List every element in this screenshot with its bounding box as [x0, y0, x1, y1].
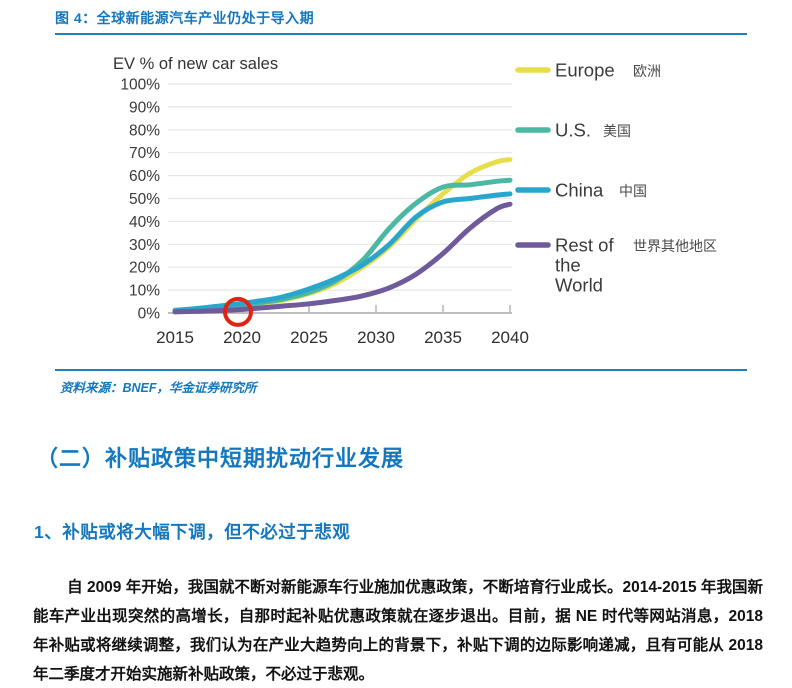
figure-chart: EV % of new car sales 0% 10% 20% 30% 40% 50% 60…	[80, 47, 780, 352]
gridlines	[168, 83, 512, 314]
series-line-china	[172, 191, 513, 314]
x-tick-label: 2040	[491, 328, 529, 347]
chart-title: EV % of new car sales	[113, 55, 278, 73]
y-tick-label: 70%	[129, 145, 160, 162]
series-line-rest-of-the-world	[172, 201, 513, 315]
legend-entry-europe: Europe 欧洲	[515, 60, 661, 81]
series-lines	[172, 157, 513, 315]
legend-label: Europe	[555, 60, 615, 81]
y-tick-label: 60%	[129, 168, 160, 185]
legend-entry-china: China 中国	[515, 180, 647, 201]
legend-label: U.S.	[555, 120, 591, 141]
x-tick-label: 2035	[424, 328, 462, 347]
highlight-circle-annotation	[222, 296, 253, 327]
y-tick-label: 50%	[129, 191, 160, 208]
body-paragraph: 自 2009 年开始，我国就不断对新能源车行业施加优惠政策，不断培育行业成长。2…	[33, 579, 763, 683]
y-tick-label: 0%	[138, 306, 161, 323]
caption-rule	[55, 33, 747, 35]
legend-entry-u-s: U.S. 美国	[515, 120, 631, 141]
y-tick-label: 30%	[129, 237, 160, 254]
legend-label: the	[555, 255, 581, 276]
x-tick-label: 2025	[290, 328, 328, 347]
y-tick-label: 40%	[129, 214, 160, 231]
sub-heading: 1、补贴或将大幅下调，但不必过于悲观	[34, 522, 351, 542]
figure-bottom-rule	[55, 369, 747, 371]
legend-label: Rest of	[555, 235, 614, 256]
y-tick-label: 10%	[129, 283, 160, 300]
y-axis-labels: 0% 10% 20% 30% 40% 50% 60% 70% 80% 90% 100%	[120, 77, 160, 323]
y-tick-label: 90%	[129, 99, 160, 116]
legend-label: World	[555, 275, 603, 296]
legend-label-zh: 世界其他地区	[633, 238, 717, 254]
figure-caption: 图 4：全球新能源汽车产业仍处于导入期	[55, 10, 315, 26]
legend-label-zh: 欧洲	[633, 63, 661, 79]
y-tick-label: 100%	[120, 77, 160, 94]
x-tick-label: 2020	[223, 328, 261, 347]
legend-label-zh: 美国	[603, 123, 631, 139]
x-tick-label: 2030	[357, 328, 395, 347]
y-tick-label: 20%	[129, 260, 160, 277]
ev-sales-chart: EV % of new car sales 0% 10% 20% 30% 40% 50% 60…	[113, 55, 717, 347]
legend-label-zh: 中国	[619, 183, 647, 199]
section-heading: （二）补贴政策中短期扰动行业发展	[36, 446, 405, 471]
y-tick-label: 80%	[129, 122, 160, 139]
source-note: 资料来源：BNEF，华金证券研究所	[60, 381, 257, 395]
legend-label: China	[555, 180, 604, 201]
x-axis-labels: 2015 2020 2025 2030 2035 2040	[156, 305, 529, 347]
x-tick-label: 2015	[156, 328, 194, 347]
